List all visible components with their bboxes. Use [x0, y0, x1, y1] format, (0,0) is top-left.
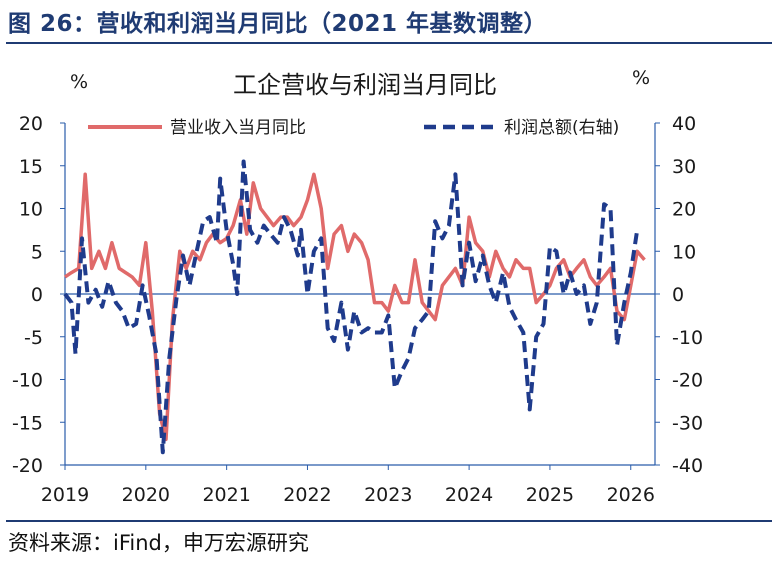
right-tick-label: -40	[672, 455, 703, 477]
x-tick-label: 2022	[283, 484, 331, 506]
right-tick-label: 0	[672, 284, 684, 306]
right-tick-label: 20	[672, 199, 696, 221]
x-tick-label: 2023	[364, 484, 412, 506]
figure-title: 图 26：营收和利润当月同比（2021 年基数调整）	[8, 11, 548, 37]
revenue-series-line	[64, 172, 646, 442]
right-tick-label: -10	[672, 327, 703, 349]
left-tick-label: 5	[31, 241, 43, 263]
left-tick-label: -5	[24, 327, 43, 349]
left-tick-label: -20	[12, 455, 43, 477]
right-tick-label: -20	[672, 370, 703, 392]
x-tick-label: 2020	[122, 484, 170, 506]
right-unit-label: %	[632, 67, 650, 89]
left-tick-label: 0	[31, 284, 43, 306]
right-tick-label: 40	[672, 113, 696, 135]
series-layer	[63, 159, 646, 455]
left-tick-label: -15	[12, 412, 43, 434]
legend-label-revenue: 营业收入当月同比	[170, 118, 306, 138]
left-tick-label: 20	[19, 113, 43, 135]
legend-label-profit: 利润总额(右轴)	[504, 118, 619, 138]
legend: 营业收入当月同比 利润总额(右轴)	[88, 118, 619, 138]
left-tick-label: 10	[19, 199, 43, 221]
profit-series-line	[63, 159, 640, 455]
left-tick-label: -10	[12, 370, 43, 392]
x-tick-label: 2026	[607, 484, 655, 506]
x-tick-label: 2021	[202, 484, 250, 506]
source-note: 资料来源：iFind，申万宏源研究	[8, 531, 309, 555]
bottom-rule	[6, 520, 772, 522]
x-tick-label: 2019	[41, 484, 89, 506]
right-tick-label: 30	[672, 156, 696, 178]
left-unit-label: %	[70, 71, 88, 93]
left-tick-label: 15	[19, 156, 43, 178]
right-tick-label: 10	[672, 241, 696, 263]
right-tick-label: -30	[672, 412, 703, 434]
chart-title: 工企营收与利润当月同比	[233, 71, 497, 99]
top-rule	[6, 42, 772, 44]
x-tick-label: 2025	[526, 484, 574, 506]
x-tick-label: 2024	[445, 484, 493, 506]
axes: 20 15 10 5 0 -5 -10 -15 -20 40 30 20 10 0 -10 -20 -30 -40…	[12, 113, 703, 506]
